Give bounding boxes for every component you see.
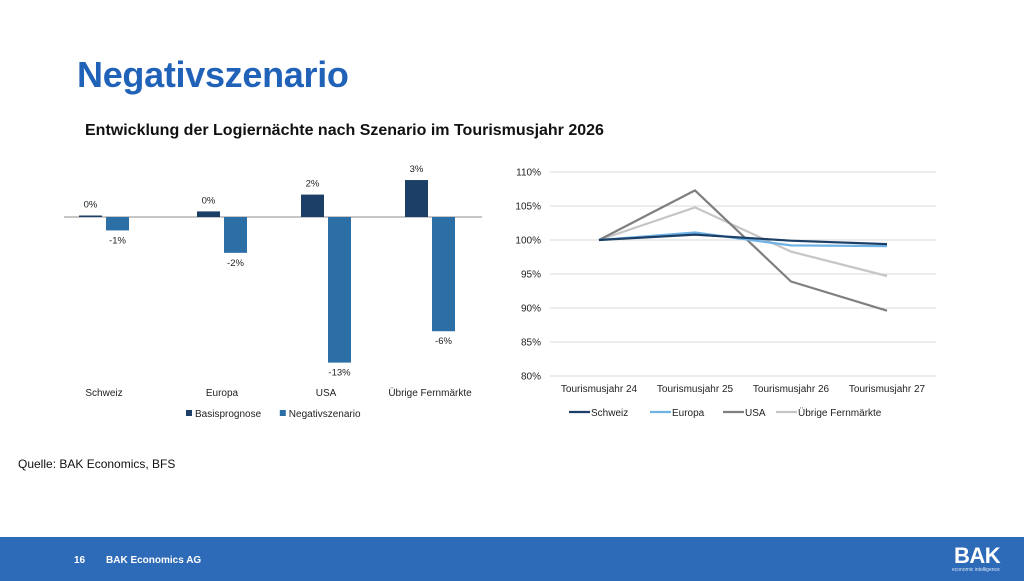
source-note: Quelle: BAK Economics, BFS: [18, 457, 176, 471]
bar-data-label: -2%: [227, 258, 244, 269]
bar-negativ-0: [106, 217, 129, 231]
line-series-0: [598, 233, 888, 246]
bar-legend-swatch-0: [186, 410, 192, 416]
bar-basis-3: [405, 180, 428, 217]
line-xtick-label: Tourismusjahr 26: [753, 384, 830, 395]
line-xtick-label: Tourismusjahr 24: [561, 384, 638, 395]
bak-logo-subtext: economic intelligence: [952, 567, 1000, 573]
line-ytick-label: 90%: [521, 304, 541, 315]
bar-category-label: Schweiz: [85, 388, 122, 399]
line-legend-label: Schweiz: [591, 408, 628, 419]
line-xtick-label: Tourismusjahr 27: [849, 384, 926, 395]
line-legend-label: USA: [745, 408, 766, 419]
bar-basis-2: [301, 194, 324, 217]
line-ytick-label: 105%: [515, 202, 541, 213]
bar-data-label: 3%: [410, 164, 424, 175]
bak-logo: BAK: [954, 543, 1001, 568]
bar-negativ-2: [328, 217, 351, 363]
bar-legend-label: Negativszenario: [289, 409, 361, 420]
line-legend-label: Übrige Fernmärkte: [798, 407, 882, 419]
line-series-3: [598, 206, 888, 278]
line-ytick-label: 95%: [521, 270, 541, 281]
bar-data-label: 0%: [202, 195, 216, 206]
bar-data-label: -6%: [435, 336, 452, 347]
bar-category-label: Übrige Fernmärkte: [388, 387, 472, 399]
page-number: 16: [74, 555, 86, 566]
page-title: Negativszenario: [77, 54, 349, 95]
chart-subtitle: Entwicklung der Logiernächte nach Szenar…: [85, 122, 604, 139]
bar-negativ-1: [224, 217, 247, 253]
line-ytick-label: 85%: [521, 338, 541, 349]
company-name: BAK Economics AG: [106, 555, 202, 566]
line-ytick-label: 110%: [516, 168, 541, 179]
line-ytick-label: 80%: [521, 372, 541, 383]
bar-basis-0: [79, 215, 102, 217]
line-series-2: [598, 189, 888, 312]
line-ytick-label: 100%: [515, 236, 541, 247]
bar-legend-label: Basisprognose: [195, 409, 262, 420]
bar-data-label: 2%: [306, 179, 320, 190]
line-xtick-label: Tourismusjahr 25: [657, 384, 734, 395]
bar-basis-1: [197, 211, 220, 217]
footer-bar: 16 BAK Economics AG BAK economic intelli…: [0, 537, 1024, 581]
bar-legend-swatch-1: [279, 410, 286, 416]
bar-category-label: Europa: [206, 388, 239, 399]
line-legend-label: Europa: [672, 408, 705, 419]
bar-data-label: -1%: [109, 235, 126, 246]
charts-canvas: 0% 0% 2% 3% -1% -2% -13% -6% Schweiz Europa USA Übr…: [64, 164, 936, 420]
bar-negativ-3: [432, 217, 455, 332]
bar-category-label: USA: [316, 388, 337, 399]
bar-data-label: -13%: [328, 368, 351, 379]
bar-data-label: 0%: [84, 200, 98, 211]
